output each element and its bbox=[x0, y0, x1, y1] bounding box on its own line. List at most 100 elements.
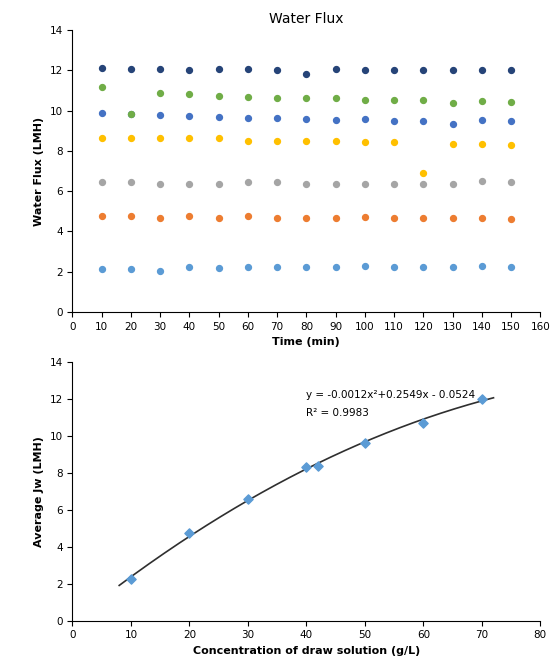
Point bbox=[477, 176, 486, 187]
Point bbox=[507, 65, 516, 76]
Point bbox=[419, 168, 428, 178]
Point bbox=[507, 140, 516, 150]
Point bbox=[448, 118, 457, 129]
Point bbox=[448, 178, 457, 189]
Point bbox=[331, 261, 340, 272]
Point bbox=[331, 178, 340, 189]
Point bbox=[390, 261, 399, 272]
Point bbox=[448, 65, 457, 76]
Point bbox=[419, 178, 428, 189]
Point bbox=[155, 213, 165, 223]
Legend: 10g/L, 20g/L, 30g/L, 40g/L, 50g/L, 60g/L, 70g/L: 10g/L, 20g/L, 30g/L, 40g/L, 50g/L, 60g/L… bbox=[126, 368, 487, 384]
Point bbox=[243, 136, 252, 146]
Point bbox=[97, 81, 106, 92]
Point bbox=[419, 94, 428, 105]
Point bbox=[331, 64, 340, 74]
Point bbox=[302, 92, 311, 103]
Point bbox=[314, 460, 323, 471]
Point bbox=[360, 437, 369, 448]
Point bbox=[155, 109, 165, 120]
Point bbox=[273, 213, 282, 223]
Point bbox=[97, 133, 106, 144]
Point bbox=[273, 136, 282, 146]
Point bbox=[214, 133, 223, 144]
Point bbox=[185, 211, 194, 221]
Point bbox=[331, 114, 340, 125]
Point bbox=[419, 65, 428, 76]
Point bbox=[214, 111, 223, 122]
Point bbox=[448, 97, 457, 108]
Point bbox=[448, 213, 457, 223]
Point bbox=[507, 115, 516, 126]
Point bbox=[126, 211, 135, 221]
Point bbox=[477, 95, 486, 106]
Point bbox=[214, 178, 223, 189]
Point bbox=[273, 112, 282, 123]
Point bbox=[448, 138, 457, 149]
Point bbox=[360, 212, 369, 223]
Point bbox=[126, 64, 135, 74]
Point bbox=[419, 418, 428, 429]
Point bbox=[185, 65, 194, 76]
Point bbox=[419, 261, 428, 272]
Text: y = -0.0012x²+0.2549x - 0.0524: y = -0.0012x²+0.2549x - 0.0524 bbox=[306, 390, 476, 400]
Title: Water Flux: Water Flux bbox=[269, 12, 344, 26]
Point bbox=[185, 178, 194, 189]
Point bbox=[507, 176, 516, 187]
Point bbox=[97, 263, 106, 274]
Point bbox=[390, 94, 399, 105]
Point bbox=[243, 64, 252, 74]
Point bbox=[185, 261, 194, 272]
X-axis label: Concentration of draw solution (g/L): Concentration of draw solution (g/L) bbox=[193, 646, 420, 656]
Point bbox=[214, 64, 223, 74]
Point bbox=[360, 65, 369, 76]
Text: R² = 0.9983: R² = 0.9983 bbox=[306, 407, 369, 417]
Point bbox=[360, 178, 369, 189]
Point bbox=[390, 115, 399, 126]
Point bbox=[331, 92, 340, 103]
Point bbox=[273, 261, 282, 272]
Point bbox=[185, 133, 194, 144]
Point bbox=[243, 176, 252, 187]
Point bbox=[155, 64, 165, 74]
Point bbox=[302, 213, 311, 223]
Point bbox=[126, 108, 135, 119]
Point bbox=[243, 261, 252, 272]
Point bbox=[243, 112, 252, 123]
Point bbox=[360, 260, 369, 271]
Point bbox=[302, 261, 311, 272]
Point bbox=[360, 137, 369, 148]
Point bbox=[390, 65, 399, 76]
Point bbox=[126, 176, 135, 187]
Point bbox=[477, 394, 486, 405]
X-axis label: Time (min): Time (min) bbox=[272, 338, 340, 348]
Point bbox=[390, 213, 399, 223]
Point bbox=[302, 178, 311, 189]
Point bbox=[155, 265, 165, 276]
Point bbox=[507, 214, 516, 225]
Point bbox=[507, 261, 516, 272]
Y-axis label: Average Jw (LMH): Average Jw (LMH) bbox=[34, 436, 44, 547]
Point bbox=[126, 108, 135, 119]
Point bbox=[97, 176, 106, 187]
Point bbox=[126, 573, 135, 584]
Point bbox=[97, 63, 106, 74]
Point bbox=[360, 113, 369, 124]
Point bbox=[155, 133, 165, 144]
Point bbox=[273, 176, 282, 187]
Point bbox=[243, 91, 252, 102]
Point bbox=[155, 178, 165, 189]
Point bbox=[477, 213, 486, 223]
Point bbox=[302, 113, 311, 124]
Point bbox=[390, 178, 399, 189]
Point bbox=[477, 65, 486, 76]
Point bbox=[273, 65, 282, 76]
Point bbox=[360, 94, 369, 105]
Point bbox=[185, 527, 194, 538]
Point bbox=[302, 69, 311, 80]
Point bbox=[302, 136, 311, 146]
Point bbox=[214, 262, 223, 273]
Y-axis label: Water Flux (LMH): Water Flux (LMH) bbox=[34, 117, 44, 225]
Point bbox=[419, 213, 428, 223]
Point bbox=[448, 261, 457, 272]
